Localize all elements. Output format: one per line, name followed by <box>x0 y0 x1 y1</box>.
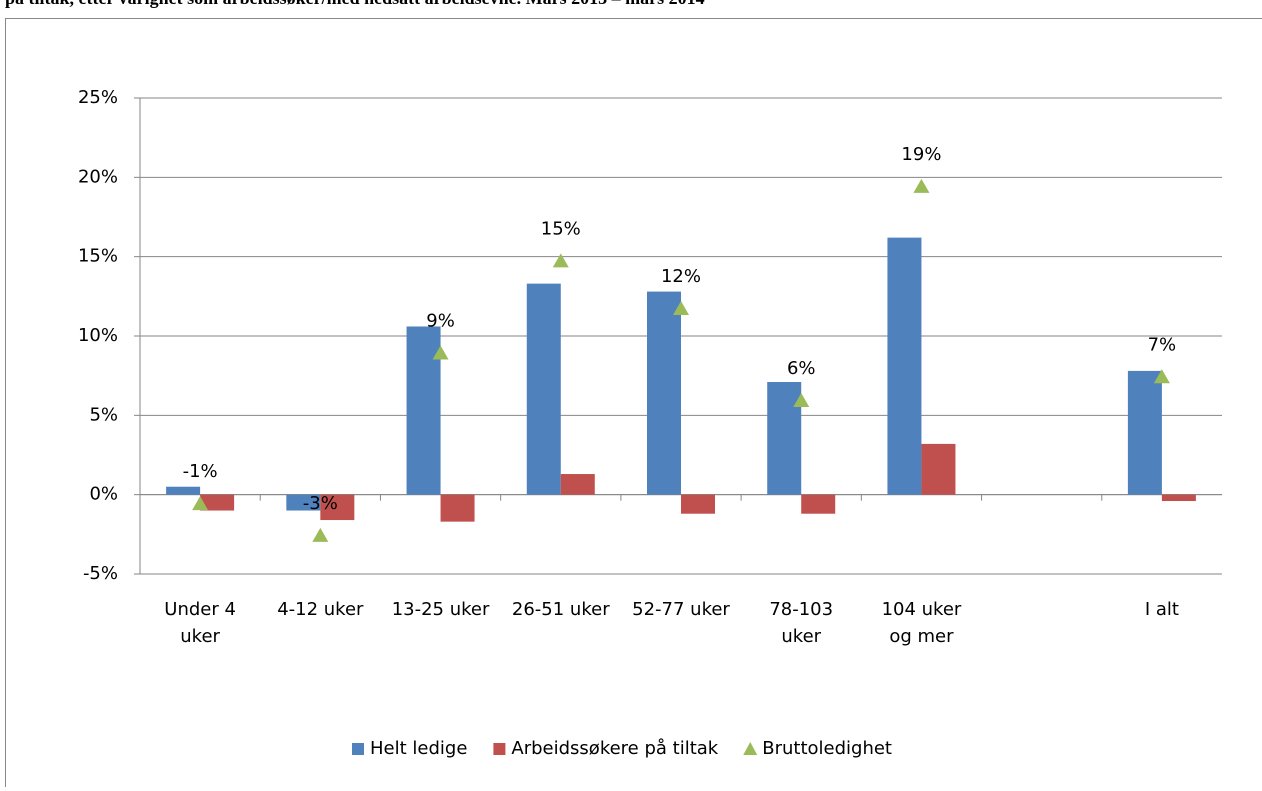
marker <box>312 528 328 542</box>
x-tick-label: 78-103 uker <box>746 596 856 650</box>
bar <box>681 495 715 514</box>
x-tick-label: 104 uker og mer <box>866 596 976 650</box>
legend-swatch <box>352 743 364 755</box>
legend-swatch <box>493 743 505 755</box>
bar <box>921 444 955 495</box>
x-tick-label-box: 78-103 uker <box>746 596 856 656</box>
data-label: 19% <box>901 144 941 165</box>
bar <box>647 292 681 495</box>
x-tick-label-box: I alt <box>1107 596 1217 656</box>
data-label: 15% <box>541 218 581 239</box>
y-tick-label: 0% <box>89 484 118 505</box>
data-label: 7% <box>1148 334 1177 355</box>
bar <box>561 474 595 495</box>
bar <box>1162 495 1196 501</box>
chart-title: på tiltak, etter varighet som arbeidssøk… <box>5 0 705 8</box>
legend-label: Helt ledige <box>370 738 467 759</box>
bar <box>407 326 441 494</box>
x-tick-label: 26-51 uker <box>506 596 616 623</box>
y-tick-label: 20% <box>78 166 118 187</box>
bar <box>801 495 835 514</box>
bar <box>527 284 561 495</box>
chart-frame <box>6 19 1262 788</box>
data-label: 9% <box>426 310 455 331</box>
bar <box>767 382 801 495</box>
marker <box>913 179 929 193</box>
bar <box>166 487 200 495</box>
x-tick-label: Under 4 uker <box>145 596 255 650</box>
legend-label: Bruttoledighet <box>762 738 892 759</box>
data-label: 6% <box>787 358 816 379</box>
x-tick-label: 13-25 uker <box>386 596 496 623</box>
x-tick-label-box: 13-25 uker <box>386 596 496 656</box>
legend-marker <box>743 742 757 755</box>
y-tick-label: 10% <box>78 325 118 346</box>
x-tick-label-box: 104 uker og mer <box>866 596 976 656</box>
y-tick-label: 15% <box>78 246 118 267</box>
data-label: -1% <box>183 461 218 482</box>
data-label: 12% <box>661 266 701 287</box>
x-tick-label-box: 4-12 uker <box>265 596 375 656</box>
x-tick-label-box: 52-77 uker <box>626 596 736 656</box>
y-tick-label: -5% <box>83 563 118 584</box>
legend-label: Arbeidssøkere på tiltak <box>511 738 718 759</box>
x-tick-label: 52-77 uker <box>626 596 736 623</box>
bar <box>441 495 475 522</box>
y-tick-label: 5% <box>89 404 118 425</box>
bar <box>887 238 921 495</box>
x-tick-label-box: Under 4 uker <box>145 596 255 656</box>
x-tick-label: 4-12 uker <box>265 596 375 623</box>
y-tick-label: 25% <box>78 87 118 108</box>
x-tick-label-box: 26-51 uker <box>506 596 616 656</box>
marker <box>553 253 569 267</box>
data-label: -3% <box>303 493 338 514</box>
x-tick-label: I alt <box>1107 596 1217 623</box>
bar <box>1128 371 1162 495</box>
